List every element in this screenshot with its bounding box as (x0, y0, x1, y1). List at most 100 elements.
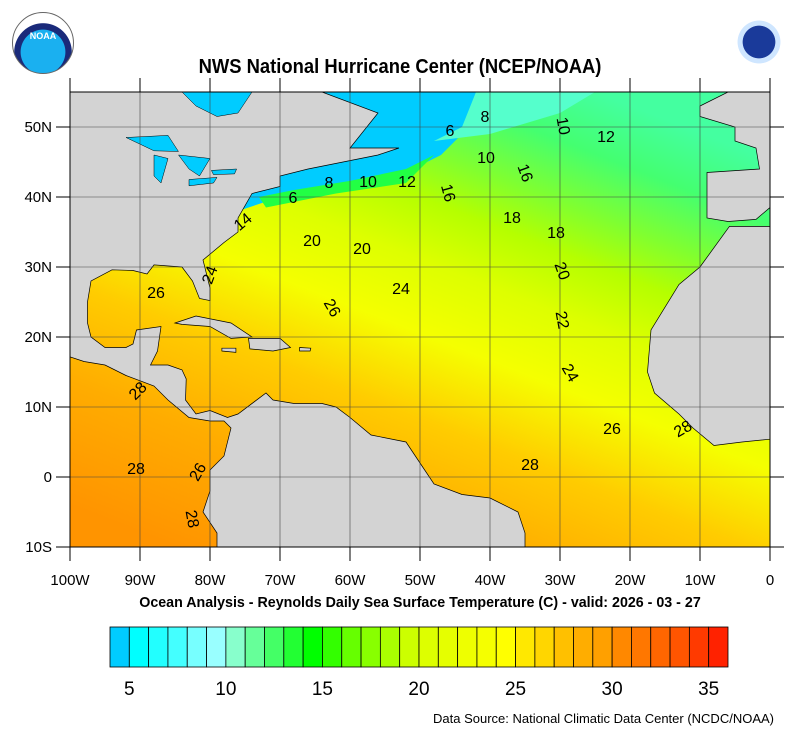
contour-label: 26 (147, 285, 165, 302)
land-puerto-rico (299, 347, 312, 352)
colorbar-swatch (457, 626, 478, 668)
colorbar-swatch (109, 626, 130, 668)
colorbar-swatch (128, 626, 150, 668)
y-tick-label: 30N (24, 259, 52, 276)
contour-label: 22 (552, 310, 572, 331)
colorbar-swatch (148, 626, 169, 668)
noaa-logo-text: NOAA (29, 31, 57, 41)
colorbar-swatch (264, 626, 285, 668)
contour-label: 26 (187, 460, 211, 484)
contour-label: 8 (481, 109, 490, 126)
contour-label: 16 (437, 182, 458, 204)
contour-label: 26 (603, 421, 621, 438)
x-tick-label: 60W (335, 572, 367, 589)
colorbar-label: 30 (602, 679, 623, 700)
colorbar-swatch (611, 626, 632, 668)
x-tick-label: 80W (195, 572, 227, 589)
contour-label: 18 (503, 210, 521, 227)
y-tick-label: 20N (24, 329, 52, 346)
colorbar-swatch (573, 626, 594, 668)
colorbar-swatch (476, 626, 497, 668)
great-lake (177, 154, 211, 177)
contour-label: 6 (446, 123, 455, 140)
colorbar-swatch (418, 626, 439, 668)
colorbar-label: 10 (215, 679, 236, 700)
x-tick-label: 20W (615, 572, 647, 589)
colorbar-swatch (437, 626, 459, 668)
colorbar-swatch (650, 626, 671, 668)
colorbar-swatch (206, 626, 227, 668)
land-cuba (173, 315, 254, 339)
x-tick-label: 30W (545, 572, 577, 589)
great-lake (125, 135, 179, 152)
colorbar-label: 5 (124, 679, 135, 700)
contour-label: 24 (558, 361, 582, 385)
y-tick-label: 10S (25, 539, 52, 556)
contour-label: 18 (547, 225, 565, 242)
colorbar-swatch (322, 626, 343, 668)
noaa-logo: NOAA (12, 12, 74, 74)
y-tick-label: 40N (24, 189, 52, 206)
contour-label: 20 (353, 241, 371, 258)
contour-label: 26 (320, 296, 344, 320)
contour-label: 16 (513, 162, 535, 185)
colorbar-swatch (360, 626, 381, 668)
data-source: Data Source: National Climatic Data Cent… (433, 711, 774, 726)
contour-label: 20 (303, 233, 321, 250)
x-tick-label: 50W (405, 572, 437, 589)
contour-label: 28 (671, 418, 695, 442)
hudson-bay (181, 92, 253, 117)
y-tick-label: 10N (24, 399, 52, 416)
colorbar-swatch (244, 626, 265, 668)
colorbar-swatch (631, 626, 652, 668)
x-tick-label: 70W (265, 572, 297, 589)
contour-label: 12 (398, 174, 416, 191)
y-tick-label: 0 (44, 469, 52, 486)
map-subtitle: Ocean Analysis - Reynolds Daily Sea Surf… (139, 594, 701, 611)
colorbar-swatch (379, 626, 401, 668)
contour-label: 10 (553, 116, 573, 137)
contour-label: 24 (199, 264, 221, 287)
colorbar-label: 15 (312, 679, 333, 700)
contour-label: 10 (359, 174, 377, 191)
x-tick-label: 90W (125, 572, 157, 589)
colorbar-swatch (225, 626, 246, 668)
x-tick-label: 40W (475, 572, 507, 589)
x-tick-label: 0 (766, 572, 774, 589)
colorbar-swatch (688, 626, 710, 668)
contour-label: 8 (325, 175, 334, 192)
contour-label: 28 (182, 509, 202, 530)
colorbar-swatch (669, 626, 690, 668)
land-jamaica (221, 347, 237, 353)
great-lake (153, 154, 169, 184)
contour-label: 28 (127, 461, 145, 478)
cool-water-region (434, 92, 595, 141)
y-tick-label: 50N (24, 119, 52, 136)
colorbar-swatch (495, 626, 516, 668)
great-lake (211, 168, 237, 175)
colorbar-swatch (283, 626, 304, 668)
colorbar-swatch (592, 626, 613, 668)
contour-label: 12 (597, 129, 615, 146)
land-africa (647, 226, 770, 446)
contour-label: 10 (477, 150, 495, 167)
contour-label: 24 (392, 281, 410, 298)
colorbar-swatch (186, 626, 207, 668)
colorbar-swatch (708, 626, 729, 668)
nws-logo (729, 12, 789, 72)
colorbar-swatch (399, 626, 420, 668)
contour-label: 28 (521, 457, 539, 474)
colorbar-label: 25 (505, 679, 526, 700)
colorbar-swatch (553, 626, 574, 668)
colorbar-swatch (167, 626, 188, 668)
contour-label: 20 (550, 260, 572, 283)
colorbar-label: 35 (698, 679, 719, 700)
colorbar-swatch (341, 626, 362, 668)
gulf-stream-front (259, 155, 434, 208)
page-title: NWS National Hurricane Center (NCEP/NOAA… (198, 56, 602, 78)
colorbar-label: 20 (408, 679, 429, 700)
colorbar-swatch (515, 626, 536, 668)
colorbar-swatch (534, 626, 555, 668)
x-tick-label: 100W (50, 572, 90, 589)
